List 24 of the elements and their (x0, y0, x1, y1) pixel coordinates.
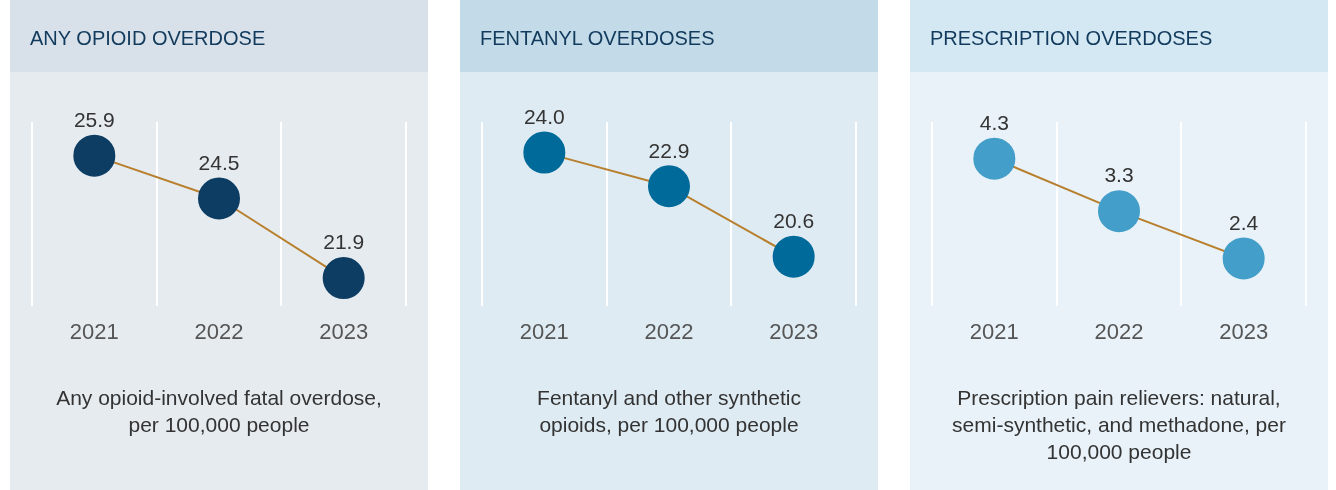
data-label: 4.3 (979, 111, 1009, 135)
x-tick-label: 2023 (319, 318, 369, 344)
x-tick-label: 2022 (644, 318, 694, 344)
x-tick-label: 2023 (1219, 318, 1269, 344)
x-tick-label: 2021 (969, 318, 1019, 344)
x-tick-label: 2022 (194, 318, 244, 344)
x-tick-label: 2022 (1094, 318, 1144, 344)
text: Any opioid-involved fatal overdose, per 100,000 people (55, 385, 383, 438)
data-label: 2.4 (1229, 210, 1259, 234)
chart-title: ANY OPIOID OVERDOSE (10, 0, 428, 72)
data-label: 21.9 (323, 230, 365, 254)
x-tick-label: 2021 (519, 318, 569, 344)
x-tick-label: 2023 (769, 318, 819, 344)
data-label: 22.9 (648, 138, 690, 162)
text: Prescription pain relievers: natural, semi-synthetic, and methadone, per 100,000 people (951, 385, 1287, 465)
data-label: 3.3 (1104, 163, 1134, 187)
data-label: 20.6 (773, 208, 815, 232)
text: Fentanyl and other synthetic opioids, per 100,000 people (536, 385, 802, 438)
data-label: 24.0 (523, 104, 565, 128)
data-label: 25.9 (73, 107, 115, 131)
chart-title: PRESCRIPTION OVERDOSES (910, 0, 1328, 72)
chart-title: FENTANYL OVERDOSES (460, 0, 878, 72)
data-label: 24.5 (198, 150, 240, 174)
x-tick-label: 2021 (69, 318, 119, 344)
